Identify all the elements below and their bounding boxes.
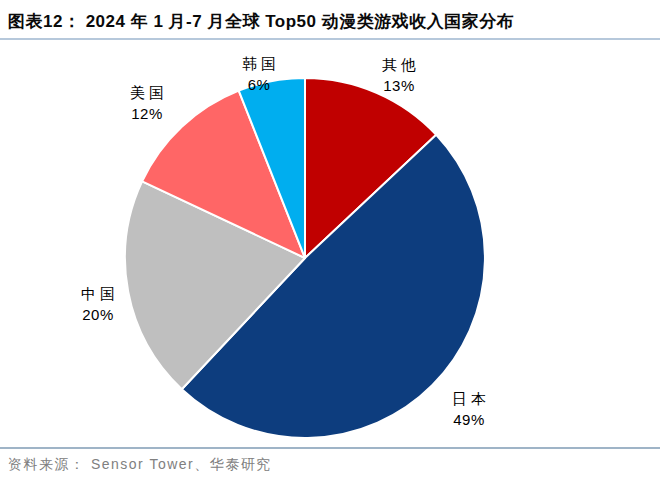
slice-label-usa: 美国12% bbox=[92, 82, 202, 124]
slice-label-percent: 6% bbox=[204, 74, 314, 95]
slice-label-percent: 49% bbox=[414, 409, 524, 430]
pie-chart bbox=[0, 0, 660, 485]
slice-label-category: 其他 bbox=[344, 54, 454, 75]
slice-label-category: 中国 bbox=[43, 283, 153, 304]
slice-label-percent: 12% bbox=[92, 103, 202, 124]
slice-label-china: 中国20% bbox=[43, 283, 153, 325]
slice-label-others: 其他13% bbox=[344, 54, 454, 96]
footer-divider bbox=[0, 447, 660, 449]
slice-label-category: 美国 bbox=[92, 82, 202, 103]
slice-label-percent: 13% bbox=[344, 75, 454, 96]
slice-label-korea: 韩国6% bbox=[204, 53, 314, 95]
slice-label-percent: 20% bbox=[43, 304, 153, 325]
slice-label-japan: 日本49% bbox=[414, 388, 524, 430]
source-note: 资料来源： Sensor Tower、华泰研究 bbox=[8, 456, 272, 474]
slice-label-category: 日本 bbox=[414, 388, 524, 409]
slice-label-category: 韩国 bbox=[204, 53, 314, 74]
figure-12-anime-game-revenue-pie: 图表12： 2024 年 1 月-7 月全球 Top50 动漫类游戏收入国家分布… bbox=[0, 0, 660, 485]
